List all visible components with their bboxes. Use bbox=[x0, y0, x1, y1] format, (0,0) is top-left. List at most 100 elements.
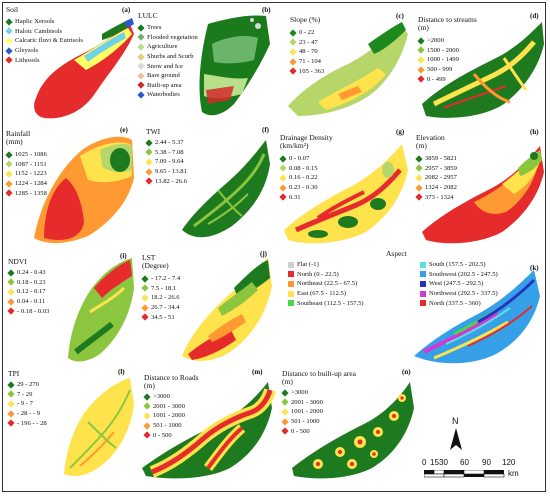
legend-swatch bbox=[417, 46, 425, 54]
drainage-panel-label: (g) bbox=[396, 128, 405, 136]
elevation-map bbox=[422, 146, 544, 244]
legend-swatch bbox=[288, 300, 294, 307]
legend-swatch bbox=[137, 72, 145, 80]
legend-item: 0.12 - 0.17 bbox=[7, 287, 49, 297]
legend-item: >3000 bbox=[143, 392, 185, 402]
legend-item: Bare ground bbox=[137, 71, 198, 81]
legend-swatch bbox=[288, 280, 294, 287]
legend-swatch bbox=[420, 271, 426, 278]
twi-map bbox=[182, 140, 270, 238]
tpi-title: TPI bbox=[8, 369, 20, 378]
legend-item: Haplic Xersols bbox=[5, 17, 83, 27]
legend-item: 3859 - 5821 bbox=[415, 154, 457, 164]
legend-swatch bbox=[7, 278, 15, 286]
panel-rainfall: Rainfall (mm) (e) 1025 - 1086 1087 - 115… bbox=[4, 126, 136, 246]
legend-swatch bbox=[289, 67, 297, 75]
north-arrow-icon bbox=[450, 428, 462, 450]
aspect-legend-col1: Flat (-1) North (0 - 22.5) Northeast (22… bbox=[288, 260, 364, 308]
legend-swatch bbox=[288, 261, 294, 268]
legend-item: 0 - 499 bbox=[417, 74, 459, 84]
aspect-title: Aspect bbox=[386, 249, 407, 258]
legend-item: Trees bbox=[137, 23, 198, 33]
builtup-map bbox=[292, 382, 414, 479]
aspect-map bbox=[414, 270, 540, 364]
legend-swatch bbox=[279, 183, 287, 192]
legend-item: - 28 - - 9 bbox=[7, 409, 47, 419]
legend-swatch bbox=[7, 288, 15, 296]
legend-swatch bbox=[420, 280, 426, 287]
legend-swatch bbox=[143, 431, 151, 439]
lulc-legend: Trees Flooded vegetation Agriculture Shu… bbox=[137, 23, 198, 100]
legend-swatch bbox=[415, 164, 423, 172]
legend-item: 7.09 - 9.64 bbox=[145, 157, 187, 167]
ndvi-map bbox=[68, 258, 134, 362]
legend-item: East (67.5 - 112.5) bbox=[288, 289, 364, 299]
legend-swatch bbox=[7, 390, 15, 398]
scale-tick-120: 120 bbox=[502, 458, 516, 467]
soil-title: Soil bbox=[6, 5, 19, 14]
rainfall-panel-label: (e) bbox=[120, 126, 128, 134]
lst-legend: - 17.2 - 7.4 7.5 - 18.1 18.2 - 26.6 26.7… bbox=[141, 274, 180, 322]
ndvi-panel-label: (i) bbox=[120, 252, 127, 260]
panel-aspect: Aspect (k) Flat (-1) North (0 - 22.5) No… bbox=[278, 248, 546, 366]
legend-item: 105 - 363 bbox=[289, 66, 324, 76]
legend-item: 1087 - 1151 bbox=[5, 160, 47, 170]
legend-swatch bbox=[137, 43, 145, 51]
figure-frame bbox=[2, 2, 546, 492]
legend-item: 0.24 - 0.43 bbox=[7, 268, 49, 278]
legend-swatch bbox=[415, 193, 423, 201]
legend-item: 7.5 - 18.1 bbox=[141, 284, 180, 294]
legend-item: 7 - 29 bbox=[7, 390, 47, 400]
aspect-panel-label: (k) bbox=[530, 264, 539, 272]
ndvi-title: NDVI bbox=[8, 257, 27, 266]
legend-item: North (337.5 - 360) bbox=[420, 298, 498, 308]
panel-lst: LST (Degree) (j) - 17.2 - 7.4 7.5 - 18.1… bbox=[138, 248, 276, 366]
legend-swatch bbox=[141, 284, 149, 292]
legend-swatch bbox=[143, 393, 151, 401]
north-label: N bbox=[452, 416, 459, 426]
legend-item: 0 - 22 bbox=[289, 28, 324, 38]
legend-item: Lithosols bbox=[5, 55, 83, 65]
legend-swatch bbox=[143, 402, 151, 410]
legend-item: Southeast (112.5 - 157.5) bbox=[288, 298, 364, 308]
legend-swatch bbox=[137, 81, 145, 89]
builtup-legend: >3000 2001 - 3000 1001 - 2000 501 - 1000… bbox=[281, 388, 323, 436]
panel-builtup: Distance to built-up area (m) (n) >3000 … bbox=[278, 368, 420, 480]
legend-swatch bbox=[415, 155, 423, 163]
legend-item: Flooded vegetation bbox=[137, 33, 198, 43]
legend-swatch bbox=[281, 408, 289, 416]
scale-bar-graphic bbox=[424, 470, 505, 478]
legend-item: 500 - 999 bbox=[417, 65, 459, 75]
scale-bar: 0 15 30 60 90 120 km bbox=[422, 458, 546, 486]
soil-panel-label: (a) bbox=[122, 6, 131, 14]
lulc-title: LULC bbox=[138, 11, 158, 20]
legend-swatch bbox=[415, 183, 423, 192]
slope-panel-label: (c) bbox=[396, 12, 404, 20]
twi-panel-label: (f) bbox=[262, 126, 269, 134]
lst-map bbox=[182, 258, 272, 361]
legend-swatch bbox=[143, 421, 151, 430]
legend-item: 0 - 500 bbox=[281, 426, 323, 436]
panel-drainage: Drainage Density (km/km²) (g) 0 - 0.07 0… bbox=[278, 126, 412, 246]
rainfall-legend: 1025 - 1086 1087 - 1151 1152 - 1223 1224… bbox=[5, 150, 47, 198]
legend-swatch bbox=[141, 275, 149, 283]
legend-swatch bbox=[289, 38, 297, 46]
legend-swatch bbox=[281, 389, 289, 397]
legend-item: Snow and Ice bbox=[137, 61, 198, 71]
legend-swatch bbox=[281, 398, 289, 406]
roads-legend: >3000 2001 - 3000 1001 - 2000 501 - 1000… bbox=[143, 392, 185, 440]
tpi-panel-label: (l) bbox=[118, 368, 125, 376]
legend-swatch bbox=[289, 29, 297, 37]
legend-swatch bbox=[5, 170, 13, 178]
scale-ticks: 0 15 30 60 90 120 bbox=[422, 458, 522, 468]
legend-item: 2.44 - 5.37 bbox=[145, 138, 187, 148]
legend-item: 23 - 47 bbox=[289, 38, 324, 48]
legend-item: 34.5 - 51 bbox=[141, 312, 180, 322]
legend-item: 0.04 - 0.11 bbox=[7, 297, 49, 307]
legend-swatch bbox=[7, 307, 15, 315]
legend-item: South (157.5 - 202.5) bbox=[420, 260, 498, 270]
legend-swatch bbox=[7, 381, 15, 389]
legend-swatch bbox=[288, 290, 294, 297]
legend-item: 9.65 - 13.81 bbox=[145, 167, 187, 177]
legend-item: 26.7 - 34.4 bbox=[141, 303, 180, 313]
